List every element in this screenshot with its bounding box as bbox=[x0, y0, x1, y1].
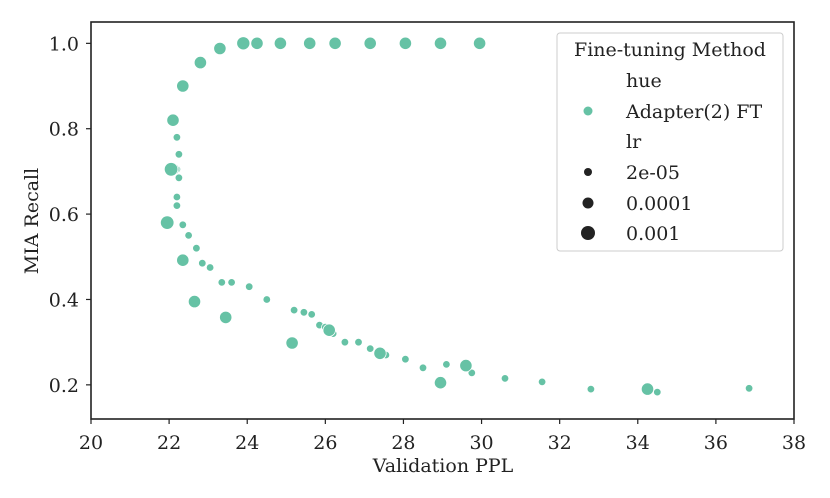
data-point bbox=[744, 384, 754, 393]
y-tick-label: 0.8 bbox=[49, 119, 79, 141]
legend-title: Fine-tuning Method bbox=[574, 39, 766, 61]
data-point bbox=[172, 192, 182, 202]
data-point bbox=[322, 323, 336, 337]
data-point bbox=[176, 79, 190, 93]
data-point bbox=[273, 36, 287, 50]
data-point bbox=[178, 220, 187, 229]
y-tick-label: 0.2 bbox=[49, 375, 79, 397]
data-point bbox=[193, 55, 207, 70]
data-point bbox=[172, 133, 182, 142]
data-point bbox=[366, 344, 375, 353]
data-point bbox=[640, 382, 655, 396]
legend-box bbox=[556, 32, 784, 252]
data-point bbox=[363, 36, 377, 50]
x-tick-label: 22 bbox=[157, 432, 181, 454]
data-point bbox=[159, 215, 175, 230]
data-point bbox=[328, 36, 342, 50]
x-tick-label: 26 bbox=[313, 432, 337, 454]
data-point bbox=[198, 259, 207, 268]
data-point bbox=[187, 294, 202, 309]
legend-hue-header: hue bbox=[626, 70, 662, 92]
x-tick-label: 24 bbox=[235, 432, 259, 454]
legend-size-entry-medium: 0.0001 bbox=[626, 193, 692, 215]
data-point bbox=[433, 376, 448, 390]
data-point bbox=[398, 36, 412, 50]
data-point bbox=[217, 278, 226, 287]
x-tick-label: 38 bbox=[782, 432, 806, 454]
data-point bbox=[433, 36, 448, 50]
x-tick-label: 32 bbox=[548, 432, 572, 454]
y-tick-label: 0.6 bbox=[49, 204, 79, 226]
x-axis-ticks: 20 22 24 26 28 30 32 34 36 38 bbox=[79, 419, 806, 454]
data-point bbox=[219, 310, 233, 324]
data-point bbox=[500, 374, 510, 383]
data-point bbox=[373, 346, 387, 360]
legend-size-header: lr bbox=[626, 131, 642, 153]
data-point bbox=[459, 358, 473, 373]
data-point bbox=[289, 305, 299, 315]
x-tick-label: 36 bbox=[704, 432, 728, 454]
legend-size-entry-large: 0.001 bbox=[626, 223, 680, 245]
legend-size-marker-small bbox=[584, 168, 592, 176]
data-point bbox=[401, 355, 410, 364]
data-point bbox=[472, 36, 487, 50]
data-point bbox=[205, 263, 215, 272]
data-point bbox=[176, 253, 190, 267]
x-tick-label: 20 bbox=[79, 432, 103, 454]
data-point bbox=[537, 377, 547, 387]
legend-hue-entry: Adapter(2) FT bbox=[625, 101, 762, 123]
data-point bbox=[285, 336, 299, 350]
data-point bbox=[250, 36, 264, 50]
data-point bbox=[174, 150, 184, 159]
data-point bbox=[418, 363, 428, 372]
x-tick-label: 30 bbox=[469, 432, 493, 454]
data-point bbox=[467, 368, 476, 378]
data-point bbox=[172, 201, 182, 210]
data-point bbox=[303, 36, 317, 50]
data-point bbox=[174, 173, 184, 182]
data-point bbox=[166, 113, 180, 127]
data-point bbox=[192, 243, 201, 253]
data-point bbox=[340, 338, 350, 347]
data-point bbox=[586, 384, 596, 394]
legend: Fine-tuning Method hue Adapter(2) FT lr … bbox=[556, 32, 784, 252]
data-point bbox=[262, 295, 271, 304]
data-point bbox=[184, 231, 193, 240]
data-point bbox=[354, 338, 363, 347]
x-axis-title: Validation PPL bbox=[372, 455, 514, 477]
data-point bbox=[227, 278, 236, 287]
x-tick-label: 28 bbox=[391, 432, 415, 454]
data-point bbox=[163, 162, 179, 177]
data-point bbox=[213, 41, 227, 56]
legend-hue-marker bbox=[583, 106, 593, 116]
data-point bbox=[307, 310, 316, 319]
x-tick-label: 34 bbox=[626, 432, 650, 454]
data-point bbox=[236, 36, 251, 51]
data-point bbox=[442, 360, 451, 369]
legend-size-marker-large bbox=[581, 226, 595, 240]
legend-size-entry-small: 2e-05 bbox=[626, 162, 680, 184]
legend-size-marker-medium bbox=[582, 197, 594, 209]
y-tick-label: 1.0 bbox=[49, 33, 79, 55]
y-axis-ticks: 0.2 0.4 0.6 0.8 1.0 bbox=[49, 33, 91, 397]
points-layer bbox=[159, 36, 754, 397]
plot-frame bbox=[90, 21, 795, 420]
y-tick-label: 0.4 bbox=[49, 289, 79, 311]
data-point bbox=[299, 308, 309, 317]
data-point bbox=[244, 282, 254, 291]
y-axis-title: MIA Recall bbox=[21, 168, 43, 274]
data-point bbox=[653, 387, 662, 397]
